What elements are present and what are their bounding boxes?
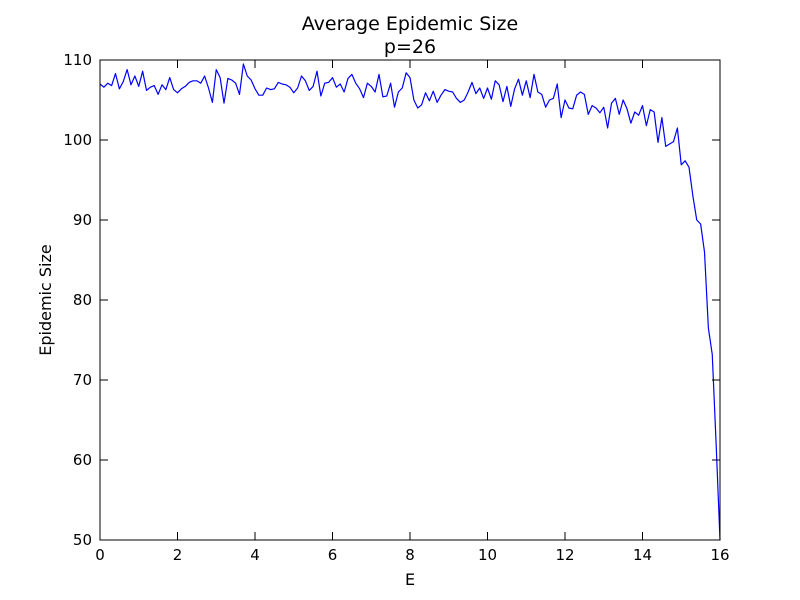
y-axis: 50 60 70 80 90 100 110 [63, 51, 720, 549]
plot-frame [99, 59, 721, 541]
x-axis-label: E [405, 570, 415, 589]
series-line [99, 63, 721, 541]
y-tick-label: 90 [73, 211, 92, 229]
y-axis-label: Epidemic Size [36, 244, 55, 355]
y-tick-label: 80 [73, 291, 92, 309]
chart-title: Average Epidemic Size [302, 13, 518, 35]
x-axis: 0 2 4 6 8 10 12 14 16 [95, 60, 730, 564]
plot-area [99, 63, 721, 541]
x-tick-label: 0 [95, 546, 105, 564]
x-tick-label: 2 [173, 546, 183, 564]
x-tick-label: 10 [478, 546, 497, 564]
y-tick-label: 100 [63, 131, 92, 149]
x-tick-label: 14 [633, 546, 652, 564]
y-tick-label: 70 [73, 371, 92, 389]
y-tick-label: 60 [73, 451, 92, 469]
y-tick-label: 110 [63, 51, 92, 69]
x-tick-label: 4 [250, 546, 260, 564]
x-tick-label: 8 [405, 546, 415, 564]
y-tick-label: 50 [73, 531, 92, 549]
x-tick-label: 6 [328, 546, 338, 564]
x-tick-label: 12 [555, 546, 574, 564]
chart-subtitle: p=26 [384, 36, 436, 58]
x-tick-label: 16 [710, 546, 729, 564]
